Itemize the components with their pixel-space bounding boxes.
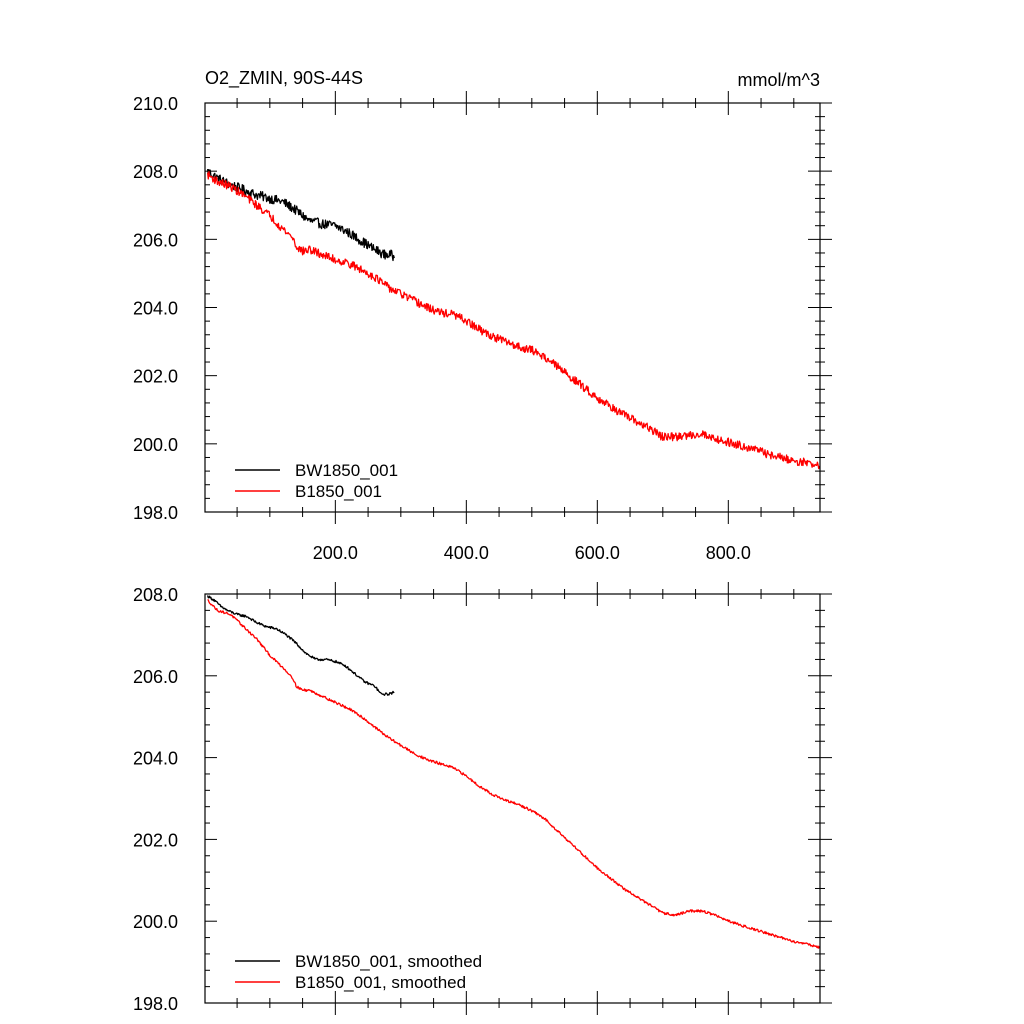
x-tick-label: 400.0	[444, 543, 489, 563]
bottom-panel-legend: BW1850_001, smoothed B1850_001, smoothed	[235, 952, 482, 992]
bottom-panel-tick-labels: 198.0 200.0 202.0 204.0 206.0 208.0	[133, 585, 178, 1014]
x-tick-label: 600.0	[575, 543, 620, 563]
y-tick-label: 208.0	[133, 585, 178, 605]
series-line-bw1850-001	[206, 169, 395, 262]
top-panel-series	[206, 169, 821, 470]
y-tick-label: 202.0	[133, 830, 178, 850]
top-panel: 198.0 200.0 202.0 204.0 206.0 208.0 210.0 200.0…	[133, 91, 832, 563]
legend-label-bw1850-001: BW1850_001	[295, 461, 398, 480]
x-tick-label: 800.0	[706, 543, 751, 563]
series-line-b1850-001	[206, 170, 821, 470]
y-tick-label: 204.0	[133, 749, 178, 769]
y-tick-label: 206.0	[133, 667, 178, 687]
y-tick-label: 206.0	[133, 230, 178, 250]
top-panel-frame	[204, 102, 821, 513]
y-tick-label: 200.0	[133, 912, 178, 932]
y-tick-label: 200.0	[133, 435, 178, 455]
y-tick-label: 210.0	[133, 94, 178, 114]
top-panel-ticks	[205, 91, 832, 524]
bottom-panel-series	[206, 595, 821, 949]
x-tick-label: 200.0	[313, 543, 358, 563]
y-tick-label: 198.0	[133, 994, 178, 1014]
legend-label-bw1850-001-smoothed: BW1850_001, smoothed	[295, 952, 482, 971]
series-line-bw1850-001-smoothed	[206, 595, 395, 696]
legend-label-b1850-001-smoothed: B1850_001, smoothed	[295, 973, 466, 992]
y-tick-label: 202.0	[133, 367, 178, 387]
bottom-panel: 198.0 200.0 202.0 204.0 206.0 208.0 BW1850_00…	[133, 582, 832, 1015]
y-tick-label: 204.0	[133, 299, 178, 319]
series-line-b1850-001-smoothed	[207, 598, 821, 949]
top-panel-title: O2_ZMIN, 90S-44S	[205, 68, 363, 89]
top-panel-legend: BW1850_001 B1850_001	[235, 461, 398, 501]
top-panel-tick-labels: 198.0 200.0 202.0 204.0 206.0 208.0 210.0 200.0…	[133, 94, 751, 563]
legend-label-b1850-001: B1850_001	[295, 482, 382, 501]
bottom-panel-frame	[204, 593, 821, 1004]
top-panel-units: mmol/m^3	[738, 70, 820, 90]
y-tick-label: 198.0	[133, 503, 178, 523]
y-tick-label: 208.0	[133, 162, 178, 182]
